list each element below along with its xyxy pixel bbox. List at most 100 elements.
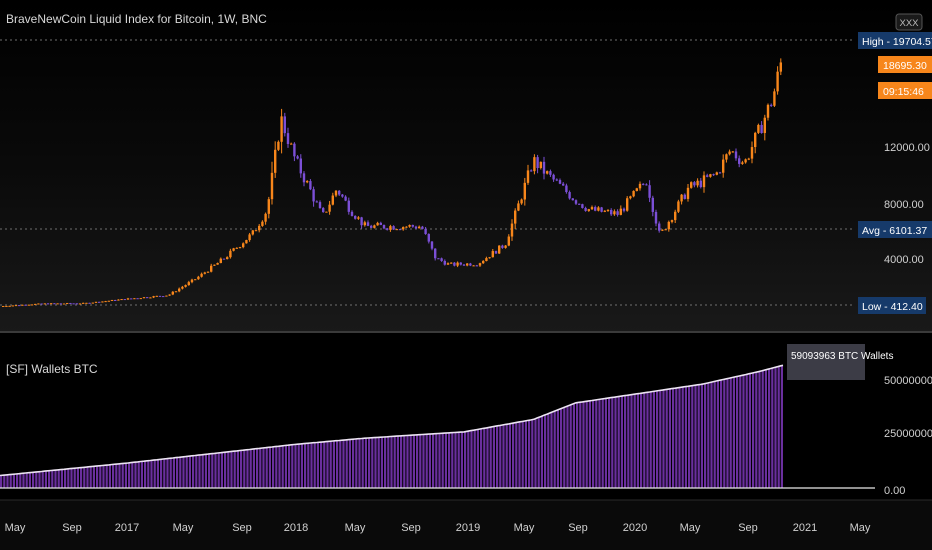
wallet-bar [342, 440, 345, 488]
candle-body [418, 226, 421, 229]
candle-body [341, 194, 344, 197]
candle-body [469, 263, 472, 266]
candle-body [120, 299, 123, 301]
candle-body [370, 225, 373, 228]
candle-body [437, 258, 440, 260]
wallet-bar [774, 367, 777, 488]
wallet-bar [64, 469, 67, 488]
wallet-bar [281, 445, 284, 488]
wallet-bar [752, 373, 755, 488]
wallet-bar [265, 447, 268, 488]
time-axis-label: May [680, 522, 701, 534]
candle-body [558, 180, 562, 184]
candle-body [674, 211, 677, 221]
candle-body [744, 159, 747, 163]
candle-body [603, 210, 606, 212]
candle-body [363, 222, 366, 226]
wallet-bar [326, 441, 329, 488]
candle-body [264, 213, 267, 222]
wallet-bar [614, 397, 617, 488]
wallet-bar [624, 395, 627, 488]
candle-body [773, 91, 776, 106]
wallet-bar [476, 429, 479, 488]
candle-body [43, 303, 46, 305]
candle-body [56, 303, 59, 305]
wallet-bar [403, 435, 406, 488]
wallet-bar [182, 456, 185, 488]
candle-body [53, 303, 56, 305]
wallet-bar [678, 387, 681, 488]
candle-body [261, 221, 264, 226]
wallet-bar [620, 396, 623, 488]
wallet-bar [460, 432, 463, 488]
wallet-bar [592, 400, 595, 488]
wallet-bar [537, 417, 540, 488]
candle-body [706, 175, 709, 177]
wallet-bar [259, 448, 262, 488]
candle-body [334, 190, 338, 196]
wallet-bar [387, 436, 390, 488]
candle-body [478, 263, 482, 266]
candle-body [386, 228, 389, 230]
wallet-bar [780, 365, 783, 488]
wallet-bar [630, 394, 633, 488]
candle-body [395, 229, 398, 231]
candle-body [379, 222, 382, 225]
wallet-bar [425, 434, 428, 488]
wallet-bar [201, 454, 204, 488]
wallet-bar [617, 396, 620, 488]
candle-body [197, 276, 200, 280]
wallet-bar [99, 465, 102, 488]
candle-body [66, 303, 69, 305]
wallet-bar [457, 432, 460, 488]
candle-body [542, 161, 546, 174]
wallet-bar [643, 392, 646, 488]
wallet-bar [377, 437, 380, 488]
wallet-pane-title: [SF] Wallets BTC [6, 362, 98, 376]
wallet-bar [729, 378, 732, 488]
wallet-bar [188, 456, 191, 488]
wallet-bar [582, 401, 585, 488]
wallet-bar [566, 406, 569, 488]
candle-body [360, 217, 363, 226]
candle-body [482, 261, 485, 264]
wallet-bar [556, 410, 559, 488]
candle-body [174, 291, 178, 293]
candle-body [146, 297, 149, 299]
wallet-bar [294, 444, 297, 488]
candle-body [766, 104, 770, 118]
wallet-bar [380, 437, 383, 488]
candle-body [392, 226, 395, 230]
wallet-bar [268, 447, 271, 488]
wallet-bar [284, 445, 287, 488]
candle-body [149, 297, 152, 299]
candle-body [78, 303, 82, 305]
candle-body [136, 298, 139, 300]
wallet-tick-50m: 50000000.00 [884, 375, 932, 387]
wallet-bar [60, 469, 63, 488]
wallet-bar [486, 427, 489, 488]
wallet-bar [67, 468, 70, 488]
wallet-bar [131, 462, 134, 488]
wallet-bar [764, 370, 767, 488]
time-axis-label: Sep [738, 522, 758, 534]
wallet-bar [163, 459, 166, 488]
price-tick-4000: 4000.00 [884, 254, 924, 266]
wallet-bar [473, 430, 476, 488]
candle-body [267, 199, 270, 214]
wallet-last-label: 59093963 BTC Wallets [787, 344, 893, 380]
candle-body [568, 192, 571, 199]
wallet-bar [633, 394, 636, 488]
candle-body [606, 209, 610, 211]
wallet-bar [713, 381, 716, 488]
candle-body [88, 302, 91, 304]
wallet-bar [505, 424, 508, 488]
wallet-bar [694, 385, 697, 488]
candle-body [94, 301, 98, 303]
corner-label[interactable]: XXX [895, 13, 923, 31]
wallet-bar [233, 451, 236, 488]
candle-body [613, 211, 616, 215]
time-axis-label: 2019 [456, 522, 480, 534]
candle-body [536, 157, 539, 169]
